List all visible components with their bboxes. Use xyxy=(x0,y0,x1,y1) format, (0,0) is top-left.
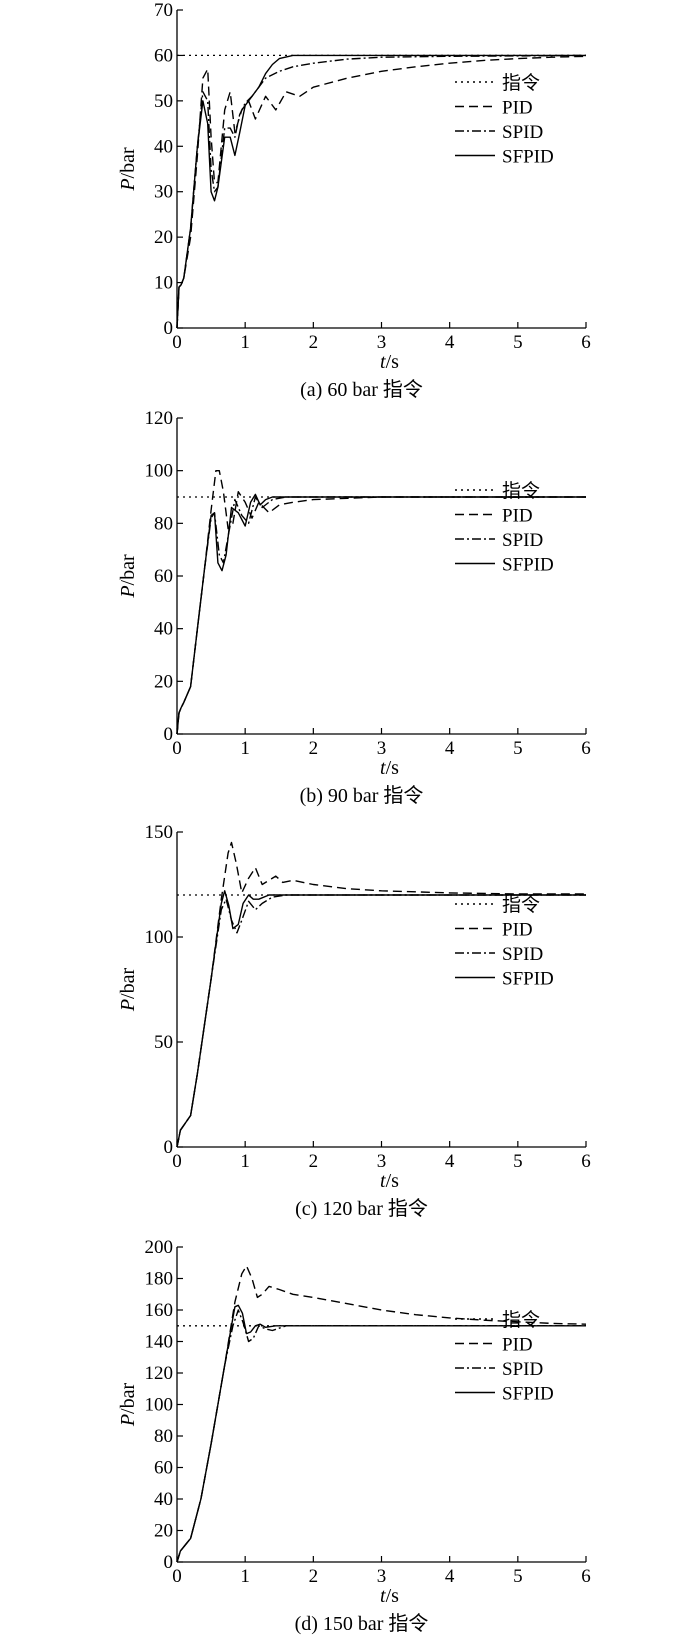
y-tick-label: 20 xyxy=(154,1521,173,1542)
y-tick-label: 200 xyxy=(145,1237,174,1258)
y-tick-label: 180 xyxy=(145,1269,174,1290)
y-tick-label: 60 xyxy=(154,566,173,587)
x-tick-label: 0 xyxy=(172,332,182,353)
x-tick-label: 5 xyxy=(513,1151,523,1172)
y-tick-label: 40 xyxy=(154,136,173,157)
y-tick-label: 40 xyxy=(154,619,173,640)
x-tick-label: 2 xyxy=(309,1566,319,1587)
x-tick-label: 0 xyxy=(172,1566,182,1587)
x-axis-label: t/s xyxy=(380,757,399,779)
legend-label: SPID xyxy=(502,122,543,143)
y-tick-label: 50 xyxy=(154,91,173,112)
series-line-dashdot xyxy=(176,54,587,329)
legend-label: SFPID xyxy=(502,147,554,168)
legend-label: PID xyxy=(502,920,533,941)
legend-label: SFPID xyxy=(502,969,554,990)
y-tick-label: 100 xyxy=(145,461,174,482)
y-tick-label: 60 xyxy=(154,1458,173,1479)
chart-caption: (d) 150 bar 指令 xyxy=(295,1612,429,1635)
x-tick-label: 3 xyxy=(377,1566,387,1587)
x-axis-label: t/s xyxy=(380,351,399,373)
chart-caption: (b) 90 bar 指令 xyxy=(300,784,424,807)
series-line-solid xyxy=(176,54,586,329)
y-tick-label: 120 xyxy=(145,408,174,429)
y-tick-label: 0 xyxy=(164,724,174,745)
legend-label: 指令 xyxy=(502,480,540,502)
legend-label: 指令 xyxy=(502,1309,540,1331)
legend-label: SPID xyxy=(502,530,543,551)
y-tick-label: 60 xyxy=(154,45,173,66)
chart-caption: (a) 60 bar 指令 xyxy=(300,378,423,401)
y-tick-label: 160 xyxy=(145,1300,174,1321)
y-tick-label: 20 xyxy=(154,671,173,692)
x-tick-label: 5 xyxy=(513,332,523,353)
x-tick-label: 1 xyxy=(240,1566,250,1587)
x-tick-label: 1 xyxy=(240,738,250,759)
legend-label: PID xyxy=(502,98,533,119)
x-axis-label: t/s xyxy=(380,1170,399,1192)
y-tick-label: 70 xyxy=(154,0,173,21)
x-tick-label: 6 xyxy=(581,1566,591,1587)
series-line-solid xyxy=(176,1304,586,1563)
y-axis-label: P/bar xyxy=(117,1383,139,1428)
y-tick-label: 30 xyxy=(154,182,173,203)
x-tick-label: 0 xyxy=(172,1151,182,1172)
chart-caption: (c) 120 bar 指令 xyxy=(295,1197,428,1220)
x-tick-label: 4 xyxy=(445,1151,455,1172)
legend-label: PID xyxy=(502,506,533,527)
legend-label: SFPID xyxy=(502,555,554,576)
y-tick-label: 80 xyxy=(154,1426,173,1447)
x-tick-label: 4 xyxy=(445,1566,455,1587)
x-tick-label: 6 xyxy=(581,738,591,759)
y-tick-label: 0 xyxy=(164,1552,174,1573)
y-tick-label: 10 xyxy=(154,273,173,294)
series-line-dashed xyxy=(176,841,586,1148)
x-tick-label: 5 xyxy=(513,1566,523,1587)
legend-label: PID xyxy=(502,1335,533,1356)
x-tick-label: 2 xyxy=(309,332,319,353)
y-axis-label: P/bar xyxy=(117,968,139,1013)
series-line-solid xyxy=(176,493,586,735)
x-tick-label: 4 xyxy=(445,738,455,759)
x-tick-label: 5 xyxy=(513,738,523,759)
chart-panel-3: 0 1 2 3 4 5 6 0 50 100 150 t/s P/bar (c) 120 bar 指令 指令… xyxy=(117,822,591,1220)
x-tick-label: 3 xyxy=(377,1151,387,1172)
x-tick-label: 6 xyxy=(581,332,591,353)
y-tick-label: 20 xyxy=(154,227,173,248)
x-axis-label: t/s xyxy=(380,1585,399,1607)
x-tick-label: 6 xyxy=(581,1151,591,1172)
y-tick-label: 40 xyxy=(154,1489,173,1510)
x-tick-label: 1 xyxy=(240,332,250,353)
y-tick-label: 140 xyxy=(145,1332,174,1353)
legend-label: 指令 xyxy=(502,894,540,916)
x-tick-label: 2 xyxy=(309,738,319,759)
series-line-dashed xyxy=(176,55,587,329)
x-tick-label: 0 xyxy=(172,738,182,759)
chart-panel-4: 0 1 2 3 4 5 6020406080100120140160180200t/sP/b… xyxy=(117,1237,591,1635)
y-tick-label: 50 xyxy=(154,1032,173,1053)
y-tick-label: 0 xyxy=(164,1137,174,1158)
legend-label: 指令 xyxy=(502,72,540,94)
y-tick-label: 150 xyxy=(145,822,174,843)
y-tick-label: 0 xyxy=(164,318,174,339)
legend-label: SFPID xyxy=(502,1384,554,1405)
legend-label: SPID xyxy=(502,1359,543,1380)
y-axis-label: P/bar xyxy=(117,554,139,599)
x-tick-label: 3 xyxy=(377,332,387,353)
series-line-solid xyxy=(176,890,586,1148)
y-tick-label: 120 xyxy=(145,1363,174,1384)
x-tick-label: 3 xyxy=(377,738,387,759)
y-tick-label: 100 xyxy=(145,927,174,948)
y-tick-label: 100 xyxy=(145,1395,174,1416)
y-axis-label: P/bar xyxy=(117,147,139,192)
x-tick-label: 1 xyxy=(240,1151,250,1172)
legend-label: SPID xyxy=(502,944,543,965)
y-tick-label: 80 xyxy=(154,513,173,534)
x-tick-label: 2 xyxy=(309,1151,319,1172)
x-tick-label: 4 xyxy=(445,332,455,353)
